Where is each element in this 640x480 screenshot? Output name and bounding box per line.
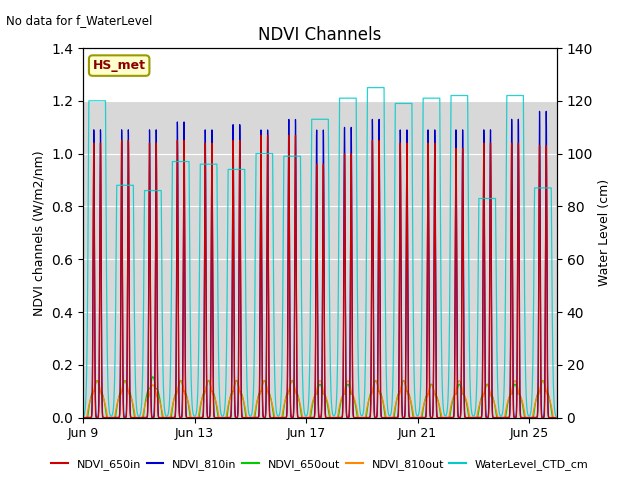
Y-axis label: NDVI channels (W/m2/nm): NDVI channels (W/m2/nm): [33, 150, 46, 316]
Bar: [83, 48, 557, 101]
Y-axis label: Water Level (cm): Water Level (cm): [598, 179, 611, 287]
Text: HS_met: HS_met: [93, 59, 146, 72]
Text: No data for f_WaterLevel: No data for f_WaterLevel: [6, 14, 153, 27]
Title: NDVI Channels: NDVI Channels: [259, 25, 381, 44]
Legend: NDVI_650in, NDVI_810in, NDVI_650out, NDVI_810out, WaterLevel_CTD_cm: NDVI_650in, NDVI_810in, NDVI_650out, NDV…: [47, 455, 593, 474]
